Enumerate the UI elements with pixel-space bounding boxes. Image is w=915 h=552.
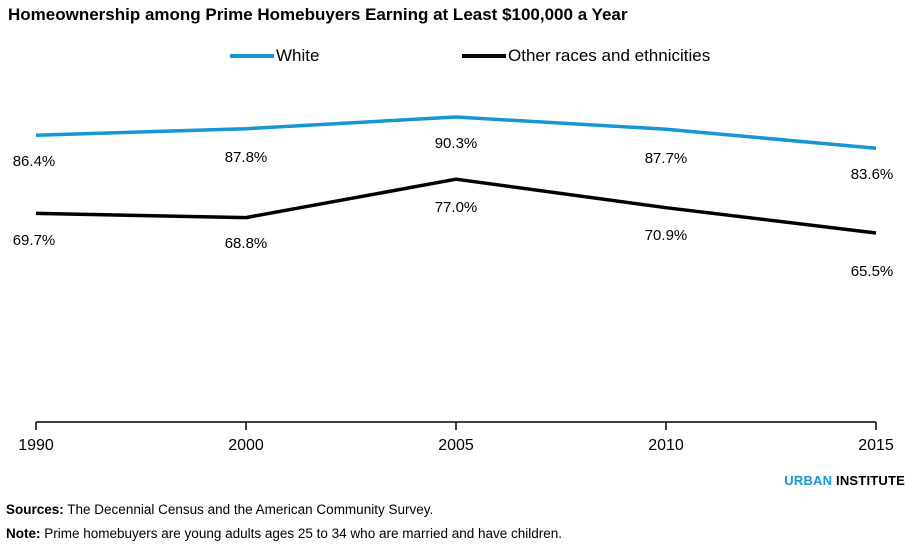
data-label: 77.0% bbox=[435, 199, 478, 216]
sources-note: Sources: The Decennial Census and the Am… bbox=[6, 502, 433, 517]
series-line-other bbox=[35, 177, 877, 235]
chart-title: Homeownership among Prime Homebuyers Ear… bbox=[8, 5, 628, 24]
sources-label: Sources: bbox=[6, 502, 64, 517]
legend-label-white: White bbox=[276, 46, 320, 65]
note-label: Note: bbox=[6, 526, 41, 541]
data-label: 87.8% bbox=[225, 149, 268, 166]
data-label: 65.5% bbox=[851, 263, 894, 280]
series-line-white bbox=[35, 115, 877, 151]
data-label: 69.7% bbox=[13, 232, 56, 249]
legend-swatch-other bbox=[462, 54, 506, 58]
note-text: Prime homebuyers are young adults ages 2… bbox=[40, 526, 563, 541]
legend-item-white: White bbox=[230, 46, 319, 66]
x-tick-label: 2000 bbox=[228, 437, 264, 454]
urban-institute-logo: URBAN INSTITUTE bbox=[784, 473, 905, 488]
chart-legend: White Other races and ethnicities bbox=[0, 46, 915, 72]
line-chart: 1990 2000 2005 2010 2015 86.4% 87.8% 90.3% 87.7%… bbox=[13, 115, 894, 454]
data-label: 68.8% bbox=[225, 235, 268, 252]
data-label: 83.6% bbox=[851, 166, 894, 183]
x-tick-label: 2010 bbox=[648, 437, 684, 454]
legend-item-other: Other races and ethnicities bbox=[462, 46, 710, 66]
data-label: 86.4% bbox=[13, 153, 56, 170]
legend-label-other: Other races and ethnicities bbox=[508, 46, 711, 65]
brand-institute: INSTITUTE bbox=[832, 473, 905, 488]
sources-text: The Decennial Census and the American Co… bbox=[63, 502, 434, 517]
x-tick-label: 1990 bbox=[18, 437, 54, 454]
x-tick-label: 2005 bbox=[438, 437, 474, 454]
data-label: 90.3% bbox=[435, 135, 478, 152]
data-label: 87.7% bbox=[645, 150, 688, 167]
legend-swatch-white bbox=[230, 54, 274, 58]
x-tick-label: 2015 bbox=[858, 437, 894, 454]
brand-urban: URBAN bbox=[784, 473, 833, 488]
data-label: 70.9% bbox=[645, 227, 688, 244]
note: Note: Prime homebuyers are young adults … bbox=[6, 526, 562, 541]
